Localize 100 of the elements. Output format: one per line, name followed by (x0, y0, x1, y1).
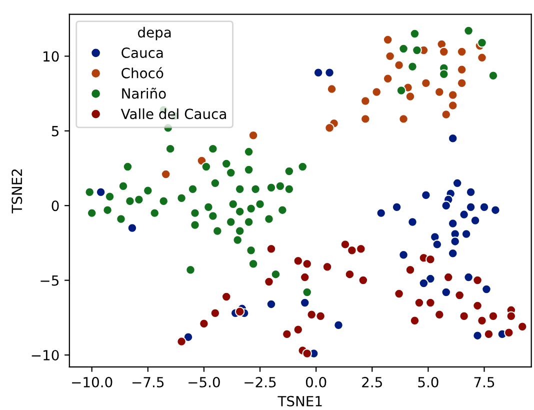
point (302, 348, 312, 358)
point (484, 329, 494, 339)
legend-label: Chocó (122, 67, 164, 78)
point (408, 217, 418, 227)
x-tick-label: 7.5 (474, 377, 494, 388)
legend-title: depa (138, 26, 171, 40)
x-tick-label: 0.0 (306, 376, 326, 388)
point (506, 311, 516, 322)
y-tick-label: 5 (52, 126, 58, 136)
point (394, 60, 404, 70)
point (438, 46, 449, 57)
point (477, 316, 487, 326)
point (477, 52, 487, 63)
point (160, 169, 171, 180)
point (324, 68, 334, 78)
x-axis-title: TSNE1 (278, 396, 322, 406)
point (324, 122, 334, 133)
point (426, 254, 436, 264)
point (266, 299, 276, 310)
point (466, 187, 476, 198)
y-tick-label: −5 (40, 275, 58, 286)
point (434, 87, 444, 97)
point (432, 240, 442, 250)
x-tick-label: −5.0 (188, 376, 220, 388)
point (394, 288, 404, 299)
y-tick-label: 0 (52, 200, 59, 212)
point (300, 298, 310, 308)
point (464, 272, 474, 282)
point (316, 311, 326, 322)
point (441, 287, 452, 298)
point (421, 78, 431, 88)
legend-label: Cauca (122, 47, 163, 58)
point (504, 328, 514, 338)
point (410, 316, 420, 326)
point (385, 51, 395, 62)
point (434, 310, 444, 320)
point (248, 130, 258, 140)
point (358, 275, 368, 286)
point (127, 223, 138, 233)
point (356, 244, 366, 254)
point (405, 92, 416, 102)
y-tick-label: −10 (32, 350, 59, 360)
point (490, 205, 500, 215)
point (176, 336, 186, 346)
point (372, 87, 382, 97)
point (441, 110, 452, 120)
point (456, 64, 467, 75)
point (293, 324, 304, 335)
x-tick-label: −10.0 (72, 376, 112, 388)
point (472, 300, 482, 311)
point (96, 187, 106, 198)
point (234, 306, 245, 317)
point (326, 84, 337, 94)
point (398, 114, 408, 124)
point (450, 236, 460, 246)
x-tick-label: −7.5 (132, 377, 164, 388)
point (221, 292, 232, 302)
point (459, 210, 469, 220)
point (376, 208, 386, 218)
point (441, 200, 452, 210)
point (461, 229, 472, 239)
x-tick-label: 5.0 (418, 376, 438, 388)
point (293, 256, 304, 266)
point (448, 248, 458, 258)
point (470, 216, 480, 226)
point (360, 96, 370, 106)
y-tick-label: 10 (44, 51, 59, 62)
point (382, 34, 393, 45)
point (517, 322, 528, 332)
point (264, 276, 274, 287)
point (456, 46, 467, 57)
point (479, 202, 490, 212)
point (300, 272, 310, 282)
point (313, 68, 324, 78)
point (466, 202, 476, 212)
point (443, 272, 454, 282)
point (456, 78, 467, 88)
point (454, 290, 464, 300)
point (266, 244, 276, 254)
point (472, 275, 482, 286)
point (448, 90, 458, 100)
point (488, 311, 498, 322)
point (448, 133, 458, 144)
point (302, 258, 312, 269)
point (398, 250, 408, 260)
point (405, 264, 416, 275)
point (436, 39, 447, 50)
point (421, 190, 431, 200)
y-axis-title: TSNE2 (12, 169, 22, 214)
point (459, 311, 469, 322)
point (344, 269, 355, 280)
point (199, 318, 209, 329)
point (392, 202, 402, 212)
point (482, 284, 492, 294)
legend-label: Nariño (122, 88, 166, 99)
point (452, 178, 462, 188)
point (382, 74, 393, 84)
point (183, 332, 194, 342)
point (322, 262, 332, 272)
point (426, 298, 436, 308)
